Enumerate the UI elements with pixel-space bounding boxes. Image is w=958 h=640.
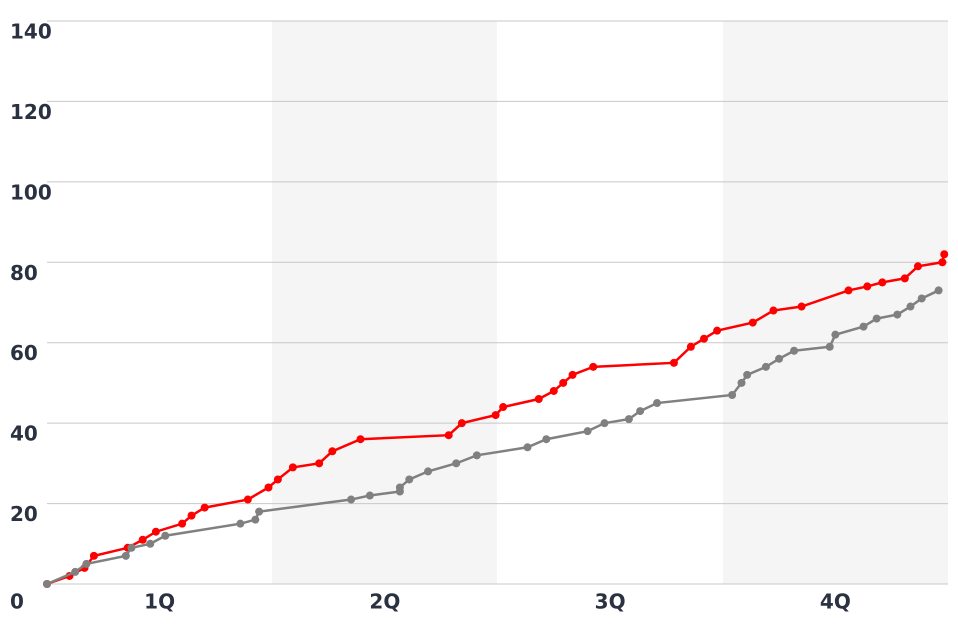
data-point [769, 306, 778, 315]
data-point [653, 399, 662, 408]
data-point [187, 511, 196, 520]
data-point [600, 419, 609, 428]
quarter-band [272, 21, 497, 584]
data-point [151, 527, 160, 536]
data-point [893, 310, 902, 319]
x-tick-label: 1Q [144, 590, 175, 614]
data-point [491, 411, 500, 420]
data-point [444, 431, 453, 440]
data-point [589, 362, 598, 371]
data-point [748, 318, 757, 327]
data-point [699, 334, 708, 343]
data-point [365, 491, 374, 500]
data-point [737, 378, 746, 387]
data-point [863, 282, 872, 291]
data-point [624, 415, 633, 424]
plot [43, 250, 949, 588]
data-point [472, 451, 481, 460]
data-point [43, 580, 51, 588]
data-point [424, 467, 433, 476]
y-tick-label: 140 [10, 20, 52, 44]
y-tick-label: 0 [10, 590, 24, 614]
data-point [178, 519, 187, 528]
data-point [559, 378, 568, 387]
data-point [347, 495, 356, 504]
data-point [583, 427, 592, 436]
data-point [499, 403, 508, 412]
data-point [243, 495, 252, 504]
data-point [542, 435, 551, 444]
y-tick-label: 80 [10, 261, 38, 285]
data-point [328, 447, 337, 456]
data-point [906, 302, 915, 311]
data-point [790, 346, 799, 355]
data-point [395, 483, 404, 492]
data-point [900, 274, 909, 283]
data-point [825, 342, 834, 351]
data-point [761, 362, 770, 371]
grid: 0 20 40 60 80 100 120 140 1Q 2Q 3Q 4Q [10, 20, 948, 614]
data-point [913, 262, 922, 271]
y-tick-label: 40 [10, 422, 38, 446]
data-point [452, 459, 461, 468]
data-point [89, 551, 98, 560]
data-point [859, 322, 868, 331]
data-point [686, 342, 695, 351]
data-point [940, 250, 949, 259]
series-line [46, 253, 946, 586]
data-point [121, 551, 130, 560]
data-point [161, 531, 170, 540]
data-point [146, 539, 155, 548]
data-point [549, 386, 558, 395]
y-tick-label: 120 [10, 100, 52, 124]
y-tick-label: 20 [10, 502, 38, 526]
data-point [264, 483, 273, 492]
data-point [138, 535, 147, 544]
data-point [200, 503, 209, 512]
data-point [934, 286, 943, 295]
data-point [405, 475, 414, 484]
data-point [669, 358, 678, 367]
quarter-band [723, 21, 948, 584]
data-point [872, 314, 881, 323]
data-point [743, 370, 752, 379]
data-point [523, 443, 532, 452]
x-tick-label: 3Q [595, 590, 626, 614]
data-point [315, 459, 324, 468]
y-tick-label: 100 [10, 180, 52, 204]
data-point [636, 407, 645, 416]
data-point [127, 543, 136, 552]
data-point [251, 515, 260, 524]
data-point [356, 435, 365, 444]
data-point [844, 286, 853, 295]
data-point [288, 463, 297, 472]
data-point [878, 278, 887, 287]
data-point [728, 390, 737, 399]
data-point [568, 370, 577, 379]
x-tick-label: 4Q [820, 590, 851, 614]
data-point [457, 419, 466, 428]
data-point [917, 294, 926, 303]
data-point [82, 559, 91, 568]
data-point [273, 475, 282, 484]
data-point [71, 567, 80, 576]
data-point [236, 519, 245, 528]
data-point [255, 507, 264, 516]
data-point [534, 395, 543, 404]
data-point [938, 258, 947, 267]
data-point [831, 330, 840, 339]
data-point [713, 326, 722, 335]
y-tick-label: 60 [10, 341, 38, 365]
data-point [775, 354, 784, 363]
data-point [797, 302, 806, 311]
x-tick-label: 2Q [369, 590, 400, 614]
